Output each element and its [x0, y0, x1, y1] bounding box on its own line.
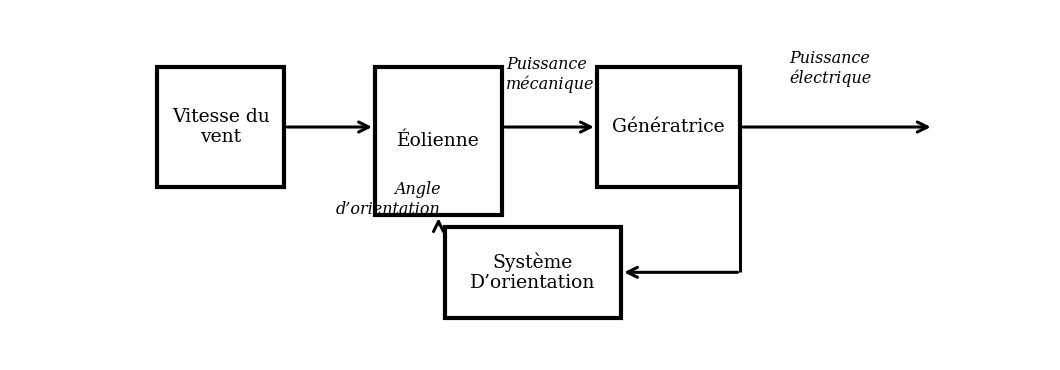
FancyBboxPatch shape: [157, 67, 284, 187]
FancyBboxPatch shape: [445, 227, 621, 318]
Text: Système
D’orientation: Système D’orientation: [471, 252, 596, 292]
FancyBboxPatch shape: [375, 67, 502, 215]
Text: Vitesse du
vent: Vitesse du vent: [172, 108, 269, 147]
Text: Éolienne: Éolienne: [398, 132, 480, 150]
Text: Puissance
mécanique: Puissance mécanique: [507, 56, 595, 93]
FancyBboxPatch shape: [597, 67, 740, 187]
Text: Génératrice: Génératrice: [613, 118, 725, 136]
Text: Angle
d’orientation: Angle d’orientation: [336, 181, 441, 218]
Text: Puissance
électrique: Puissance électrique: [790, 50, 872, 87]
